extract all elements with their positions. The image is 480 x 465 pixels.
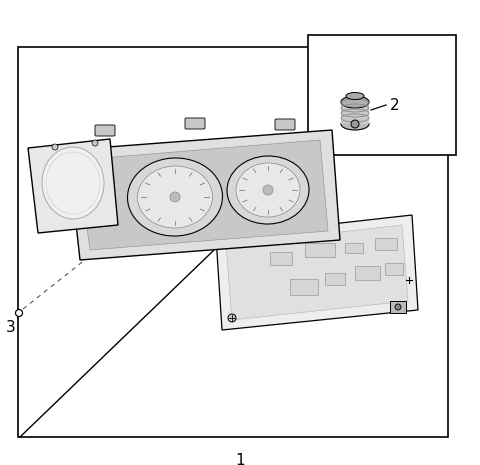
Circle shape xyxy=(52,144,58,150)
Ellipse shape xyxy=(346,93,364,100)
Circle shape xyxy=(263,185,273,195)
Ellipse shape xyxy=(137,166,213,228)
Polygon shape xyxy=(28,139,118,233)
Text: 1: 1 xyxy=(235,453,245,465)
Ellipse shape xyxy=(128,158,223,236)
Text: 2: 2 xyxy=(390,98,400,113)
Circle shape xyxy=(395,304,401,310)
Bar xyxy=(305,243,335,257)
Text: 3: 3 xyxy=(6,319,16,334)
Bar xyxy=(308,35,456,155)
Circle shape xyxy=(92,140,98,146)
Polygon shape xyxy=(226,225,408,320)
Bar xyxy=(345,243,363,253)
Bar xyxy=(18,47,448,437)
Polygon shape xyxy=(78,140,328,250)
Bar xyxy=(290,279,318,295)
Bar xyxy=(390,301,406,313)
Bar xyxy=(341,102,369,124)
Bar xyxy=(385,263,403,275)
Ellipse shape xyxy=(42,147,104,219)
Circle shape xyxy=(351,120,359,128)
Ellipse shape xyxy=(236,163,300,217)
Circle shape xyxy=(170,192,180,202)
Bar xyxy=(355,266,380,280)
FancyBboxPatch shape xyxy=(95,125,115,136)
Ellipse shape xyxy=(227,156,309,224)
FancyBboxPatch shape xyxy=(185,118,205,129)
Polygon shape xyxy=(216,215,418,330)
Circle shape xyxy=(15,310,23,317)
Polygon shape xyxy=(68,130,340,260)
Ellipse shape xyxy=(341,118,369,130)
Bar xyxy=(270,252,292,265)
Bar xyxy=(325,273,345,285)
FancyBboxPatch shape xyxy=(275,119,295,130)
Circle shape xyxy=(228,314,236,322)
Bar xyxy=(375,238,397,250)
Ellipse shape xyxy=(341,96,369,108)
